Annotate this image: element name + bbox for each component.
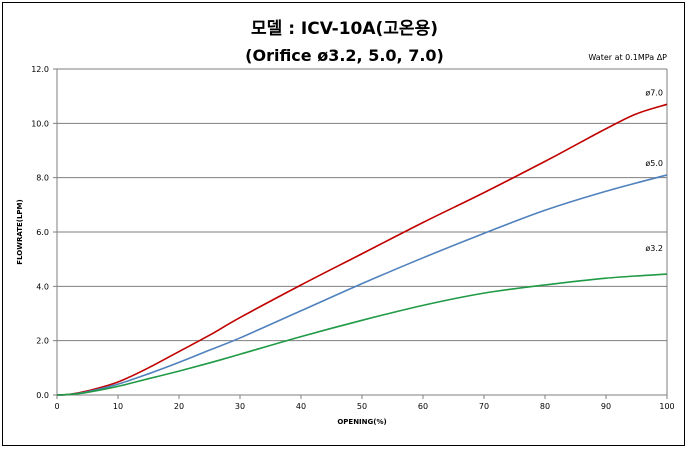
series-line-0: [56, 103, 668, 396]
series-labels: ø7.0 ø5.0 ø3.2: [645, 88, 663, 253]
x-axis-label: OPENING(%): [337, 418, 386, 426]
y-axis-label: FLOWRATE(LPM): [16, 199, 24, 264]
x-tick-label-3: 30: [235, 402, 245, 411]
y-tick-labels: 0.0 2.0 4.0 6.0 8.0 10.0 12.0: [31, 65, 49, 400]
x-tick-label-0: 0: [54, 402, 59, 411]
x-tick-label-9: 90: [601, 402, 611, 411]
x-tick-label-6: 60: [418, 402, 428, 411]
series-line-2: [56, 273, 668, 396]
y-tick-label-0: 0.0: [36, 391, 49, 400]
x-tick-label-5: 50: [357, 402, 367, 411]
x-tick-label-4: 40: [296, 402, 306, 411]
chart-subtitle: (Orifice ø3.2, 5.0, 7.0): [245, 46, 444, 65]
y-tick-label-5: 10.0: [31, 119, 49, 128]
chart-annotation: Water at 0.1MPa ΔP: [588, 53, 667, 62]
series-lines: [56, 103, 668, 396]
x-tick-labels: 0 10 20 30 40 50 60 70 80 90 100: [54, 402, 674, 411]
y-tick-label-4: 8.0: [36, 174, 49, 183]
y-tick-label-6: 12.0: [31, 65, 49, 74]
grid-lines: [57, 68, 667, 396]
series-label-0: ø7.0: [645, 88, 663, 97]
chart-title: 모델 : ICV-10A(고온용): [251, 19, 438, 39]
axes: [53, 68, 668, 399]
series-label-1: ø5.0: [645, 159, 663, 168]
x-tick-label-7: 70: [479, 402, 489, 411]
y-tick-label-2: 4.0: [36, 282, 49, 291]
series-line-1: [56, 174, 668, 396]
x-tick-label-10: 100: [659, 402, 674, 411]
x-tick-label-8: 80: [540, 402, 550, 411]
x-tick-label-1: 10: [113, 402, 123, 411]
series-label-2: ø3.2: [645, 244, 663, 253]
y-tick-label-3: 6.0: [36, 228, 49, 237]
chart-frame: [2, 2, 685, 446]
x-tick-label-2: 20: [174, 402, 184, 411]
y-tick-label-1: 2.0: [36, 337, 49, 346]
